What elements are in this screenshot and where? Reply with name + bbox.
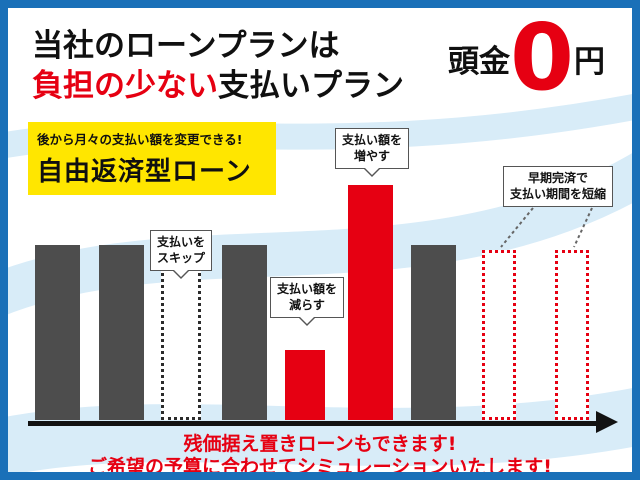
- callout-text-line: 支払い額を: [342, 133, 403, 147]
- callout-increase-payment: 支払い額を 増やす: [335, 128, 410, 178]
- timeline-axis: [28, 421, 600, 426]
- flexible-loan-box: 後から月々の支払い額を変更できる! 自由返済型ローン: [28, 122, 276, 195]
- callout-text-line: 増やす: [354, 148, 391, 163]
- bar-payment-4: [411, 245, 456, 420]
- headline-line1: 当社のローンプランは: [32, 28, 340, 64]
- timeline-arrowhead-icon: [596, 411, 618, 433]
- down-payment-badge: 頭金 0 円: [448, 4, 606, 111]
- callout-early-payoff: 早期完済で 支払い期間を短縮: [503, 166, 614, 208]
- down-payment-label: 頭金: [448, 43, 510, 80]
- headline-line2: 負担の少ない支払いプラン: [32, 60, 404, 105]
- callout-text-line: 減らす: [289, 297, 325, 312]
- bar-increase: [348, 185, 393, 420]
- headline-emphasis: 負担の少ない: [32, 68, 218, 104]
- callout-skip-payment: 支払いを スキップ: [150, 230, 213, 280]
- callout-decrease-payment: 支払い額を 減らす: [270, 277, 345, 327]
- callout-text-line: 支払い額を: [277, 282, 338, 296]
- bar-payment-3: [222, 245, 267, 420]
- bar-payment-1: [35, 245, 80, 420]
- callout-text-line: スキップ: [157, 250, 206, 265]
- callout-text-line: 早期完済で: [528, 171, 589, 185]
- flexible-loan-subtitle: 後から月々の支払い額を変更できる!: [37, 132, 243, 147]
- down-payment-amount: 0: [510, 4, 575, 111]
- headline-line2-rest: 支払いプラン: [218, 68, 404, 104]
- flexible-loan-title: 自由返済型ローン: [37, 157, 252, 187]
- bar-early-2: [555, 250, 589, 420]
- down-payment-unit: 円: [574, 43, 606, 80]
- callout-text-line: 支払いを: [157, 235, 206, 249]
- bar-payment-2: [99, 245, 144, 420]
- footer-message-2: ご希望の予算に合わせてシミュレーションいたします!: [88, 456, 552, 478]
- callout-text-line: 支払い期間を短縮: [510, 186, 607, 201]
- footer-message-1: 残価据え置きローンもできます!: [183, 433, 457, 455]
- bar-early-1: [482, 250, 516, 420]
- bar-decrease: [285, 350, 325, 420]
